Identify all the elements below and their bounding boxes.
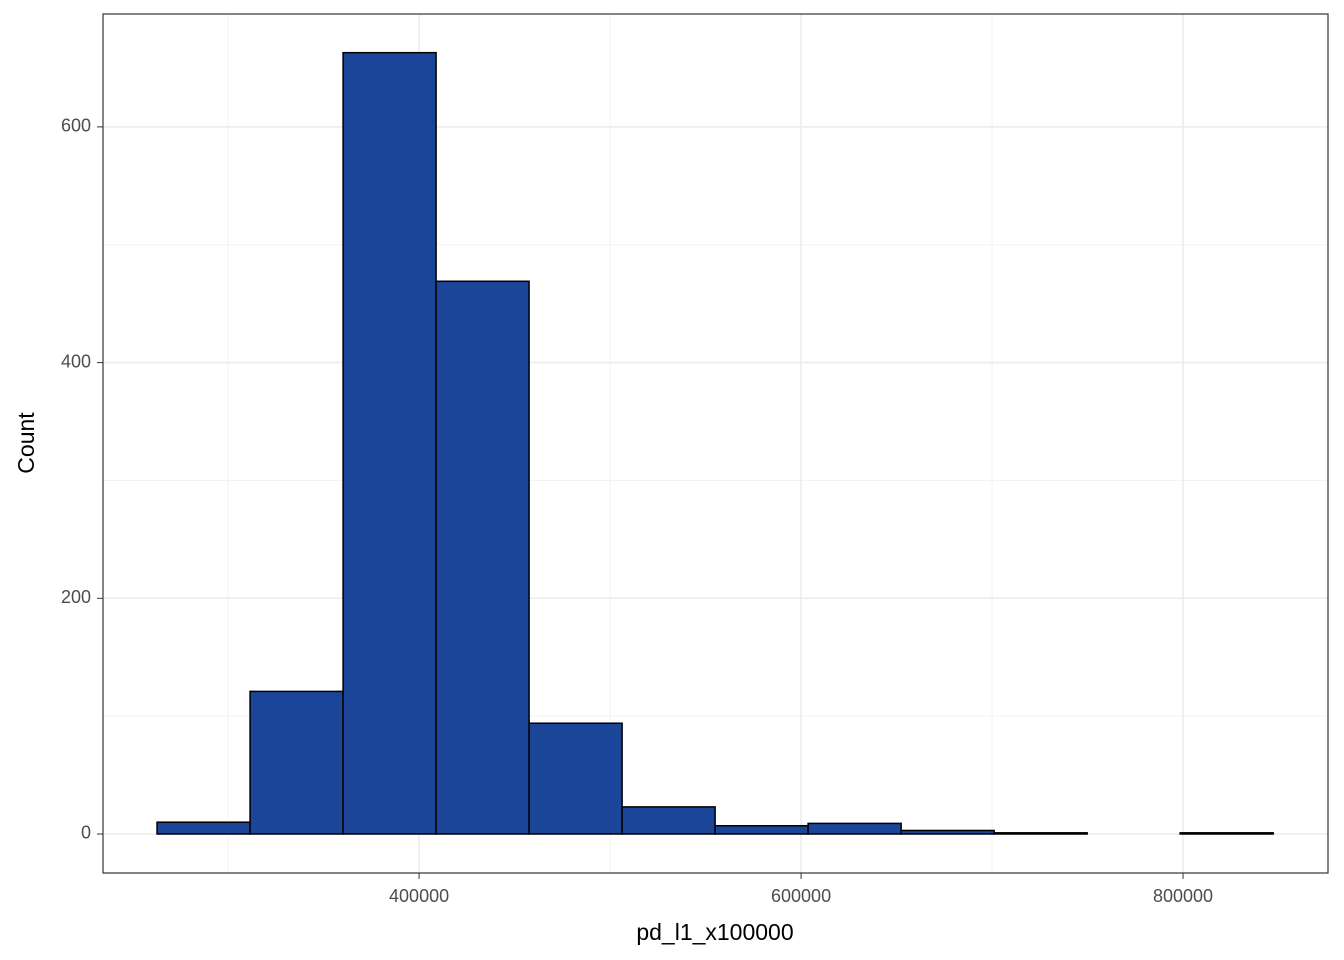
- y-axis-title: Count: [13, 412, 39, 474]
- bar: [249, 690, 344, 835]
- bar: [621, 806, 716, 835]
- x-tick-label: 800000: [1153, 886, 1213, 906]
- x-axis-title: pd_l1_x100000: [636, 919, 793, 945]
- x-tick-label: 600000: [771, 886, 831, 906]
- bar: [714, 824, 809, 835]
- bar: [342, 51, 437, 835]
- y-tick-label: 400: [61, 351, 91, 371]
- y-tick-label: 600: [61, 116, 91, 136]
- bar: [900, 829, 995, 835]
- bar: [1179, 832, 1274, 835]
- bar: [156, 821, 251, 835]
- bar: [993, 832, 1088, 835]
- panel-border: [102, 13, 1329, 874]
- x-tick-label: 400000: [389, 886, 449, 906]
- bar: [435, 280, 530, 835]
- bar: [528, 722, 623, 835]
- y-tick-label: 200: [61, 587, 91, 607]
- y-tick-label: 0: [81, 823, 91, 843]
- bar: [807, 822, 902, 835]
